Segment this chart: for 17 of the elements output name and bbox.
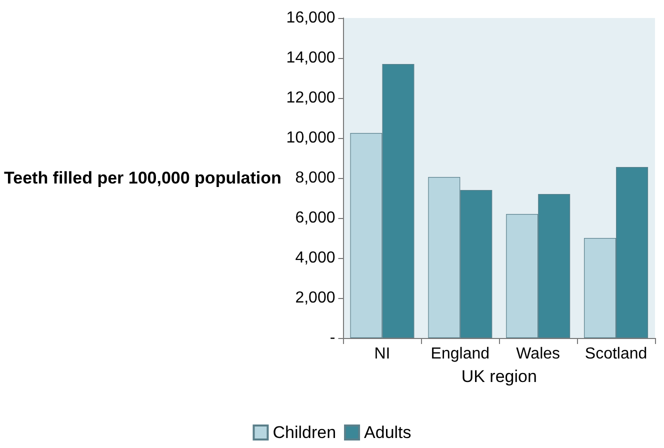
y-tick-label: 6,000 xyxy=(295,210,336,226)
x-axis-title: UK region xyxy=(461,367,537,386)
x-tick-label: Wales xyxy=(516,346,560,362)
y-tick-label: 14,000 xyxy=(286,50,336,66)
x-tick-label: Scotland xyxy=(584,346,648,362)
y-tick-label: 4,000 xyxy=(295,250,336,266)
x-tick-label: NI xyxy=(374,346,390,362)
x-tick-label: England xyxy=(430,346,490,362)
legend-label: Adults xyxy=(364,423,412,442)
legend-label: Children xyxy=(272,423,336,442)
y-tick-label: - xyxy=(330,330,336,346)
y-tick-label: 12,000 xyxy=(286,90,336,106)
y-tick-label: 16,000 xyxy=(286,10,336,26)
y-tick-label: 2,000 xyxy=(295,290,336,306)
y-tick-label: 10,000 xyxy=(286,130,336,146)
y-axis-title: Teeth filled per 100,000 population xyxy=(4,168,282,188)
y-tick-label: 8,000 xyxy=(295,170,336,186)
